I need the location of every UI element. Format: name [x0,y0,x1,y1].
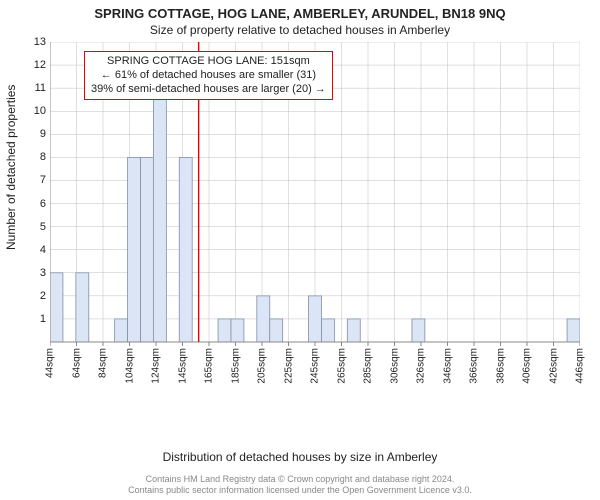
x-tick-label: 185sqm [230,348,241,384]
x-tick-label: 64sqm [71,348,82,378]
x-axis-label: Distribution of detached houses by size … [0,450,600,464]
histogram-bar [76,273,89,342]
x-tick-label: 386sqm [495,348,506,384]
x-tick-label: 124sqm [151,348,162,384]
x-tick-label: 205sqm [257,348,268,384]
x-tick-label: 104sqm [124,348,135,384]
footer-attribution: Contains HM Land Registry data © Crown c… [0,474,600,497]
footer-line-1: Contains HM Land Registry data © Crown c… [0,474,600,485]
plot-area: 1234567891011121344sqm64sqm84sqm104sqm12… [50,42,580,392]
x-tick-label: 245sqm [310,348,321,384]
histogram-bar [140,157,153,342]
x-tick-label: 265sqm [336,348,347,384]
y-tick-label: 12 [34,59,50,71]
x-tick-label: 326sqm [416,348,427,384]
x-tick-label: 306sqm [389,348,400,384]
x-tick-label: 406sqm [522,348,533,384]
x-tick-label: 426sqm [548,348,559,384]
footer-line-2: Contains public sector information licen… [0,485,600,496]
y-tick-label: 9 [40,128,50,140]
y-tick-label: 4 [40,244,50,256]
x-tick-label: 346sqm [442,348,453,384]
histogram-bar [218,319,231,342]
x-tick-label: 225sqm [283,348,294,384]
annotation-box: SPRING COTTAGE HOG LANE: 151sqm← 61% of … [84,51,333,100]
y-tick-label: 7 [40,174,50,186]
histogram-bar [50,273,63,342]
x-tick-label: 165sqm [204,348,215,384]
y-tick-label: 11 [35,82,50,94]
annotation-line-2: ← 61% of detached houses are smaller (31… [91,69,326,83]
x-tick-label: 145sqm [177,348,188,384]
histogram-bar [128,157,141,342]
y-tick-label: 5 [40,221,50,233]
y-tick-label: 1 [40,313,50,325]
histogram-bar [412,319,425,342]
x-tick-label: 446sqm [575,348,586,384]
histogram-bar [153,88,166,342]
x-tick-label: 84sqm [98,348,109,378]
x-tick-label: 44sqm [45,348,56,378]
chart-subtitle: Size of property relative to detached ho… [0,23,600,37]
y-tick-label: 3 [40,267,50,279]
annotation-line-3: 39% of semi-detached houses are larger (… [91,83,326,97]
y-tick-label: 10 [34,105,50,117]
histogram-bar [115,319,128,342]
x-tick-label: 366sqm [469,348,480,384]
histogram-bar [321,319,334,342]
y-tick-label: 6 [40,198,50,210]
y-tick-label: 13 [34,36,50,48]
histogram-bar [257,296,270,342]
chart-title: SPRING COTTAGE, HOG LANE, AMBERLEY, ARUN… [0,0,600,21]
annotation-line-1: SPRING COTTAGE HOG LANE: 151sqm [91,55,326,69]
y-axis-label: Number of detached properties [4,85,18,250]
histogram-bar [270,319,283,342]
x-tick-label: 285sqm [363,348,374,384]
y-tick-label: 2 [40,290,50,302]
y-tick-label: 8 [40,151,50,163]
histogram-bar [231,319,244,342]
histogram-bar [309,296,322,342]
chart-container: SPRING COTTAGE, HOG LANE, AMBERLEY, ARUN… [0,0,600,500]
histogram-bar [567,319,580,342]
histogram-bar [179,157,192,342]
histogram-bar [347,319,360,342]
